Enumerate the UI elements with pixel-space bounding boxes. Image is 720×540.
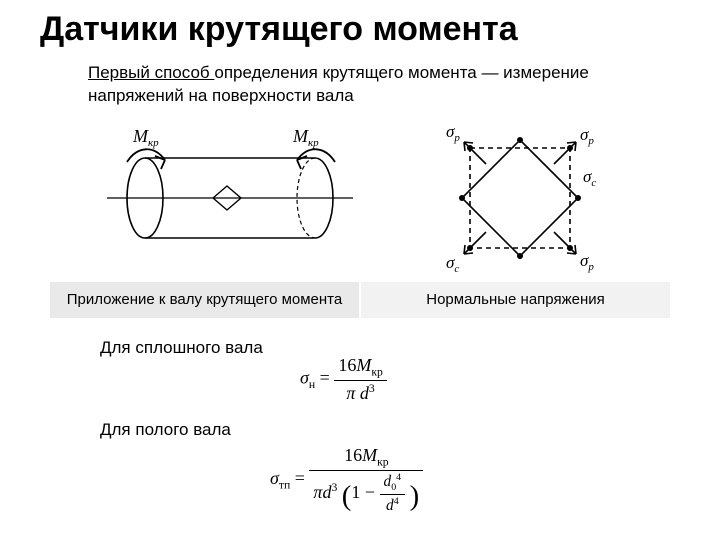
caption-table: Приложение к валу крутящего момента Норм… [50,282,670,318]
svg-text:σp: σp [446,122,460,144]
M-sub-kr-2: кр [377,456,389,469]
sigma-sub-tn: тп [279,479,290,492]
shaft-diagram: Mкр Mкр [55,110,390,280]
solid-shaft-label: Для сплошного вала [100,338,263,358]
M-symbol: M [356,355,371,375]
d-den: d [386,497,394,514]
pi-symbol: π [346,383,355,403]
caption-right: Нормальные напряжения [359,282,670,318]
hollow-shaft-label: Для полого вала [100,420,231,440]
equals-sign: = [320,367,335,387]
sigma-symbol-2: σ [270,468,279,488]
sigma-symbol: σ [300,367,309,387]
caption-left: Приложение к валу крутящего момента [50,282,359,318]
equals-sign-2: = [295,468,310,488]
fraction-solid: 16Mкр π d3 [334,355,387,404]
svg-text:σp: σp [580,251,594,273]
svg-text:Mкр: Mкр [292,126,319,149]
svg-text:Mкр: Mкр [132,126,159,149]
fraction-hollow: 16Mкр πd3 (1 − d04 d4 ) [309,445,423,515]
intro-text: Первый способ определения крутящего моме… [88,62,648,108]
svg-text:σc: σc [446,253,459,275]
sigma-sub-n: н [309,378,315,391]
intro-underlined: Первый способ [88,63,214,82]
solid-shaft-formula: σн = 16Mкр π d3 [300,355,387,404]
svg-text:σp: σp [580,125,594,147]
d-symbol: d [360,383,369,403]
slide: Датчики крутящего момента Первый способ … [0,0,720,540]
slide-title: Датчики крутящего момента [40,10,680,49]
hollow-shaft-formula: σтп = 16Mкр πd3 (1 − d04 d4 ) [270,445,423,515]
M-sub-kr: кр [371,366,383,379]
M-symbol-2: M [362,445,377,465]
figures-row: Mкр Mкр [55,110,665,280]
stress-element-diagram: σp σc σp σc σp [390,110,665,280]
svg-text:σc: σc [583,167,596,189]
